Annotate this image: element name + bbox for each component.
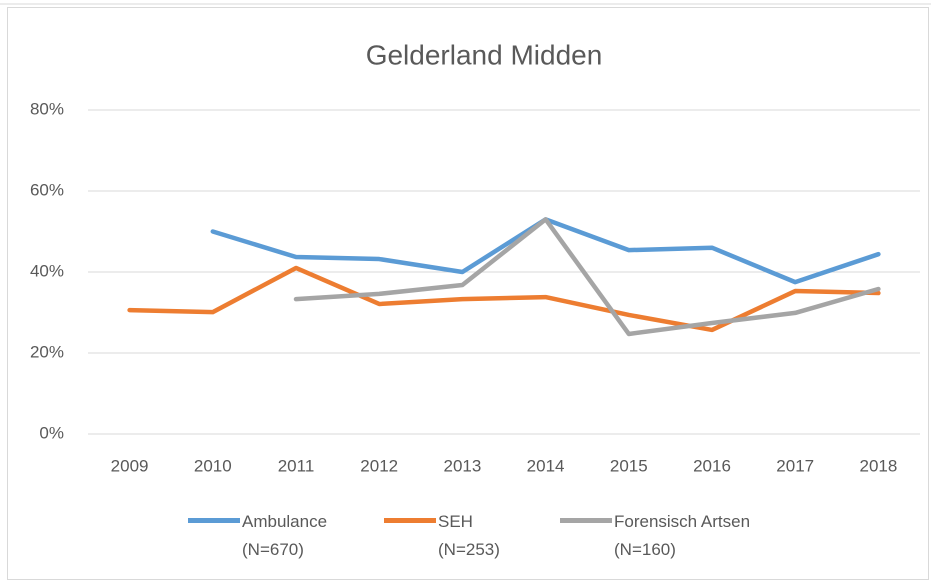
x-tick-label: 2016 [693,456,731,475]
y-tick-label: 40% [30,261,64,280]
y-tick-label: 80% [30,99,64,118]
legend-swatch [560,518,612,523]
x-tick-label: 2011 [278,456,315,475]
y-tick-label: 60% [30,180,64,199]
legend-entry: Ambulance (N=670) [188,508,328,564]
legend-swatch [384,518,436,523]
legend-label: Ambulance (N=670) [242,512,328,559]
legend-label: Forensisch Artsen (N=160) [614,512,751,559]
legend-entry: SEH (N=253) [384,508,500,564]
x-tick-label: 2017 [776,456,814,475]
x-tick-label: 2010 [194,456,232,475]
legend-swatch [188,518,240,523]
chart-frame [7,7,929,580]
y-tick-label: 0% [39,423,64,442]
x-tick-label: 2013 [443,456,481,475]
x-tick-label: 2015 [610,456,648,475]
legend-label: SEH (N=253) [438,512,500,559]
x-tick-label: 2014 [527,456,565,475]
x-tick-label: 2012 [360,456,398,475]
legend-entry: Forensisch Artsen (N=160) [560,508,751,564]
series-line [293,217,881,337]
y-tick-label: 20% [30,342,64,361]
x-tick-label: 2018 [859,456,897,475]
x-tick-label: 2009 [111,456,149,475]
chart-title: Gelderland Midden [366,39,603,70]
series-line [127,265,881,333]
